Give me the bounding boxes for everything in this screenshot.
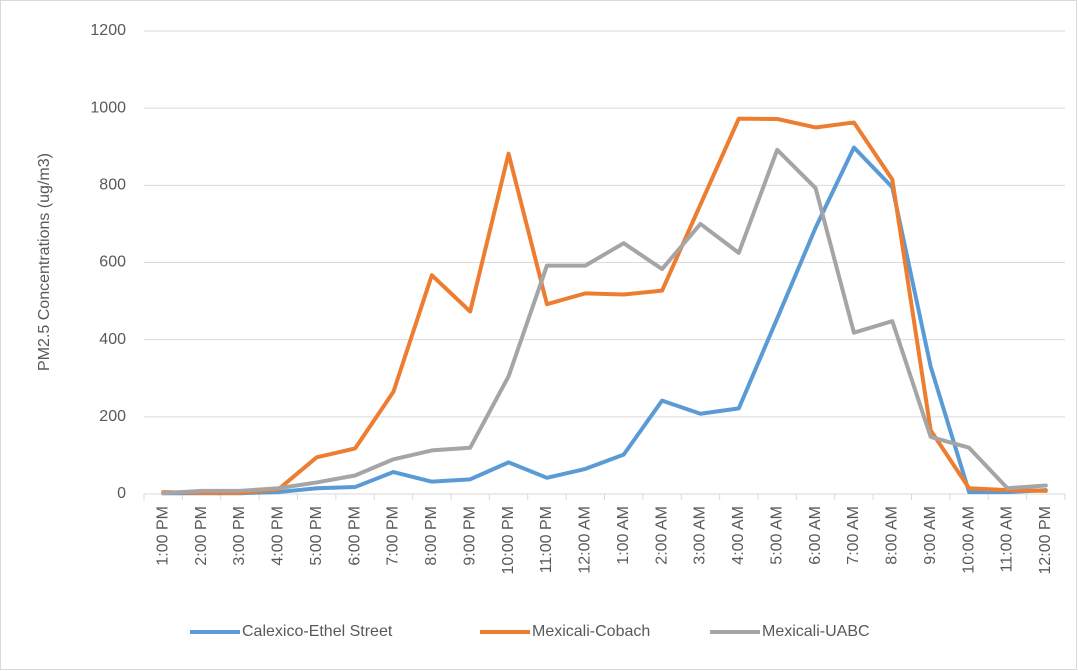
x-tick-label: 8:00 AM <box>884 506 901 565</box>
x-tick-label: 9:00 PM <box>461 506 478 566</box>
x-tick-label: 7:00 PM <box>385 506 402 566</box>
x-tick-label: 10:00 PM <box>500 506 517 574</box>
y-tick-label: 400 <box>99 331 126 348</box>
y-tick-label: 1000 <box>90 99 126 116</box>
y-tick-label: 800 <box>99 177 126 194</box>
x-tick-label: 12:00 AM <box>577 506 594 574</box>
x-tick-label: 1:00 AM <box>615 506 632 565</box>
legend-label: Mexicali-Cobach <box>532 623 650 640</box>
y-tick-label: 200 <box>99 408 126 425</box>
x-tick-label: 3:00 AM <box>692 506 709 565</box>
x-tick-label: 5:00 AM <box>768 506 785 565</box>
x-tick-label: 8:00 PM <box>423 506 440 566</box>
x-tick-label: 4:00 AM <box>730 506 747 565</box>
series-line <box>161 147 1048 496</box>
x-tick-label: 6:00 PM <box>346 506 363 566</box>
series-line <box>161 116 1048 495</box>
x-tick-label: 12:00 PM <box>1037 506 1054 574</box>
x-tick-label: 4:00 PM <box>270 506 287 566</box>
x-tick-label: 1:00 PM <box>154 506 171 566</box>
y-axis-title: PM2.5 Concentrations (ug/m3) <box>36 153 53 371</box>
y-tick-label: 600 <box>99 254 126 271</box>
x-tick-label: 2:00 PM <box>193 506 210 566</box>
x-tick-label: 6:00 AM <box>807 506 824 565</box>
legend-label: Calexico-Ethel Street <box>242 623 393 640</box>
x-tick-label: 3:00 PM <box>231 506 248 566</box>
x-tick-label: 11:00 AM <box>999 506 1016 572</box>
x-tick-label: 11:00 PM <box>538 506 555 573</box>
x-tick-label: 7:00 AM <box>845 506 862 565</box>
y-tick-label: 0 <box>117 485 126 502</box>
y-tick-label: 1200 <box>90 22 126 39</box>
x-tick-label: 10:00 AM <box>960 506 977 574</box>
x-tick-label: 2:00 AM <box>653 506 670 565</box>
legend-label: Mexicali-UABC <box>762 623 870 640</box>
x-tick-label: 5:00 PM <box>308 506 325 566</box>
x-tick-label: 9:00 AM <box>922 506 939 565</box>
